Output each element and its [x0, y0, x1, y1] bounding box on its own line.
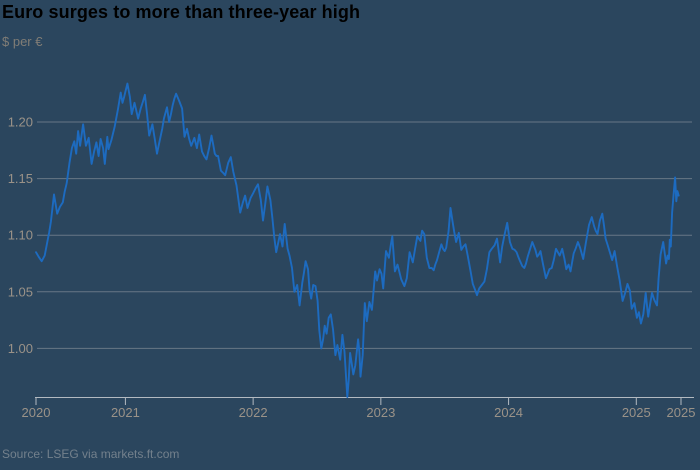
- y-axis-label: 1.10: [8, 228, 33, 243]
- y-axis-label: 1.15: [8, 171, 33, 186]
- x-axis-label: 2022: [239, 405, 268, 420]
- x-axis-label: 2023: [366, 405, 395, 420]
- x-axis-label: 2024: [494, 405, 523, 420]
- y-axis-label: 1.20: [8, 115, 33, 130]
- chart-subtitle: $ per €: [2, 34, 43, 49]
- x-axis-label: 2025: [667, 405, 696, 420]
- price-line: [35, 82, 680, 398]
- chart-title: Euro surges to more than three-year high: [2, 2, 361, 22]
- x-axis-label: 2020: [22, 405, 51, 420]
- y-axis-label: 1.00: [8, 341, 33, 356]
- grid-layer: 1.00 1.05 1.10 1.15 1.20: [8, 115, 692, 356]
- x-axis-label: 2025: [622, 405, 651, 420]
- axis-layer: 2020 2021 2022 2023 2024 2025 2025: [22, 397, 696, 420]
- source-note: Source: LSEG via markets.ft.com: [2, 447, 180, 461]
- y-axis-label: 1.05: [8, 284, 33, 299]
- series-layer: [35, 82, 680, 398]
- x-axis-label: 2021: [111, 405, 140, 420]
